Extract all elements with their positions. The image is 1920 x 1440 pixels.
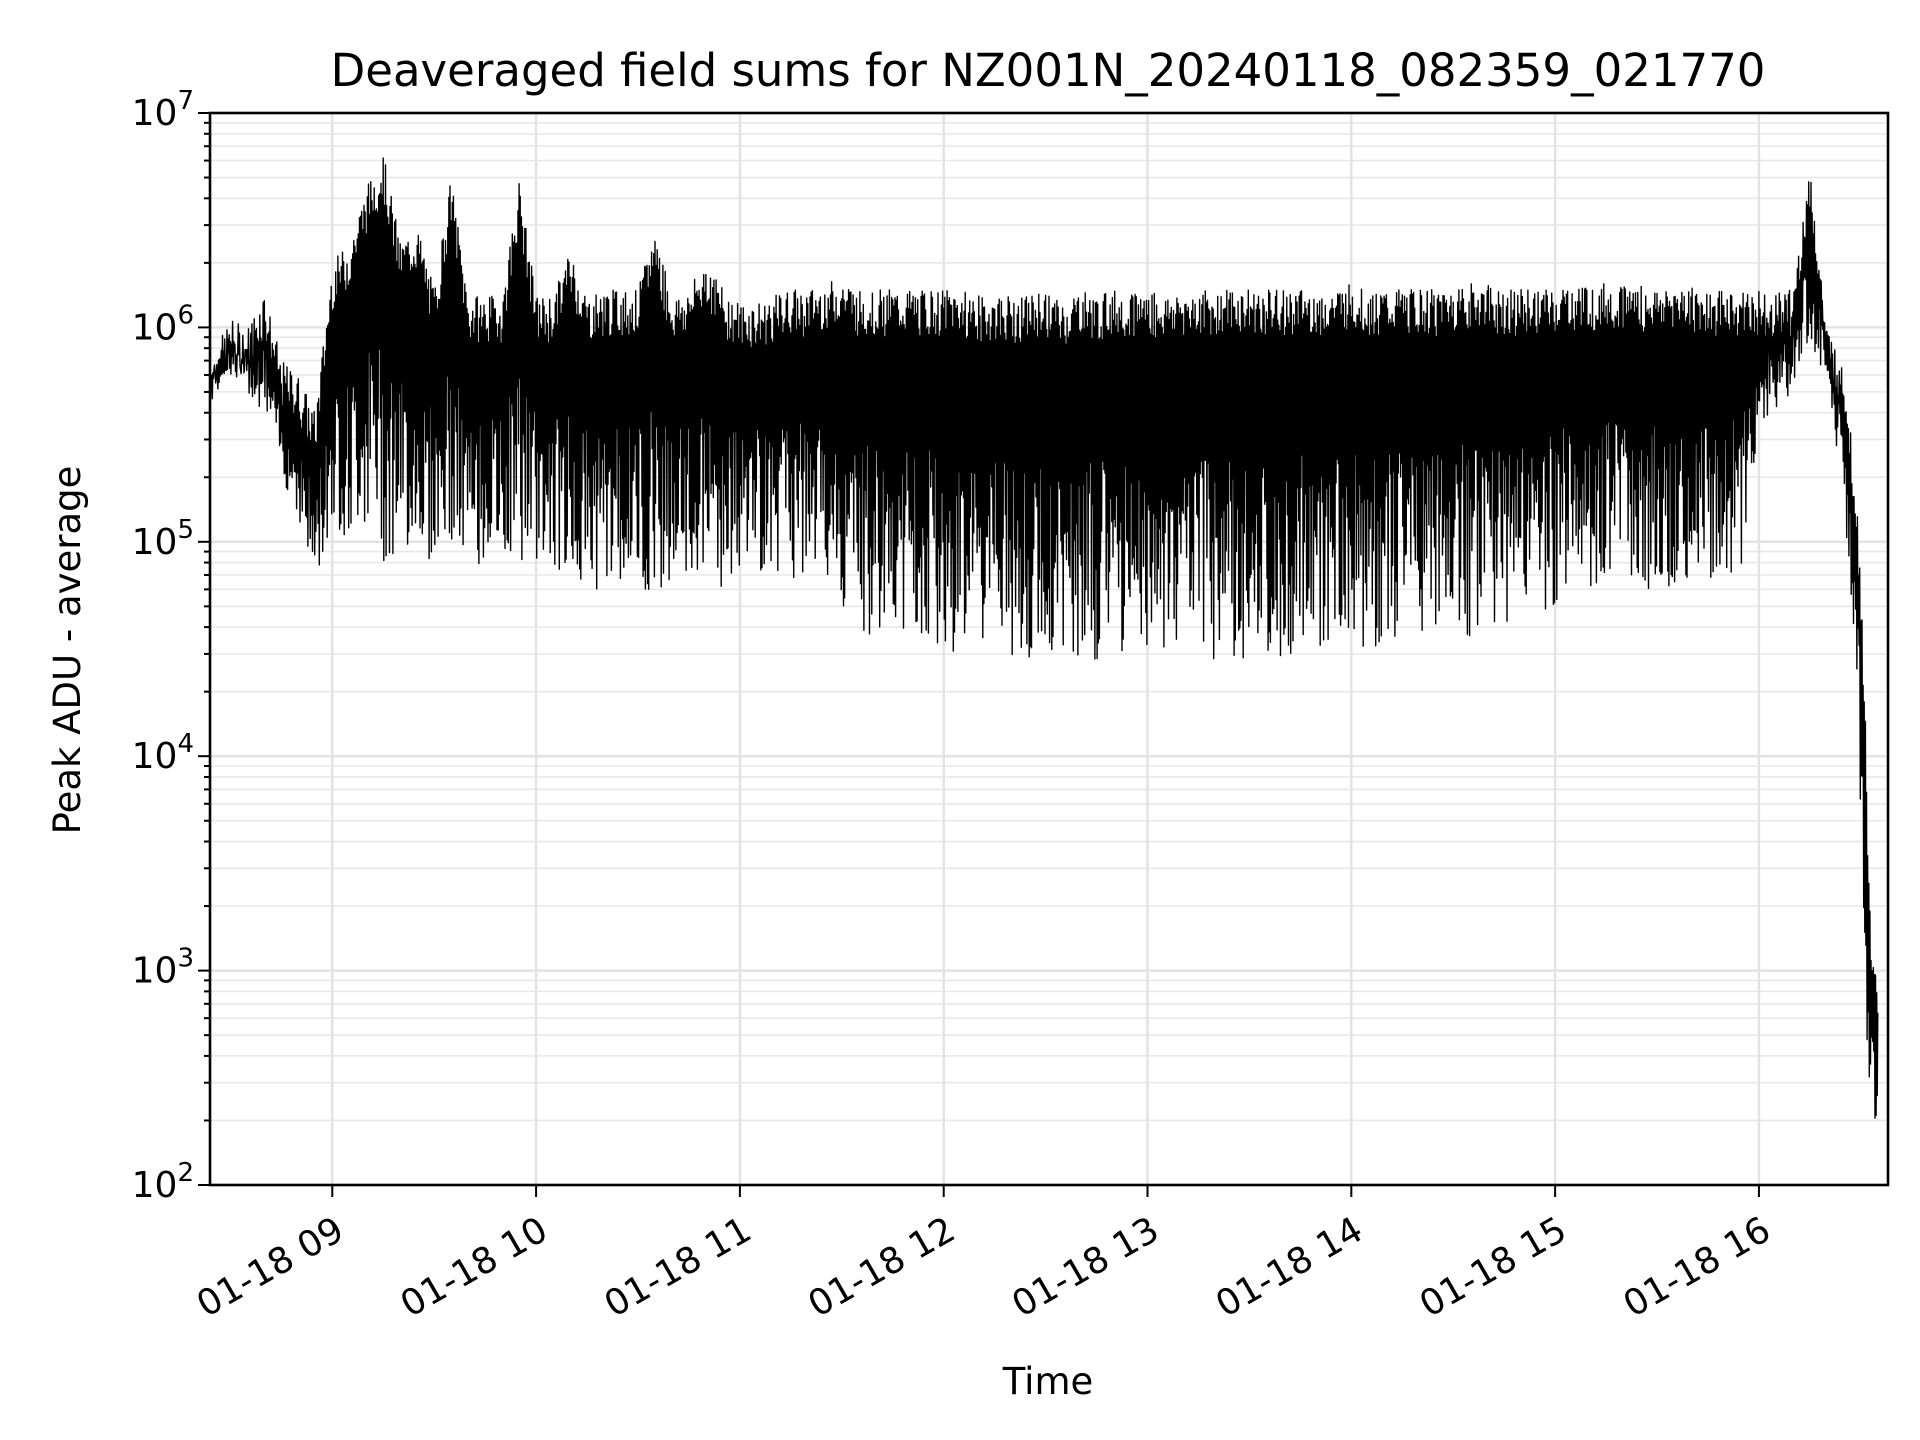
y-tick-label: 107	[132, 86, 194, 134]
y-tick-label: 103	[132, 944, 194, 992]
series-line	[210, 158, 1878, 1118]
series-layer	[210, 158, 1878, 1118]
chart-title: Deaveraged field sums for NZ001N_2024011…	[331, 44, 1766, 97]
x-tick-label: 01-18 14	[1209, 1209, 1370, 1325]
x-tick-label: 01-18 15	[1413, 1209, 1574, 1325]
x-tick-label: 01-18 10	[394, 1209, 555, 1325]
x-tick-label: 01-18 16	[1617, 1209, 1778, 1325]
y-axis-label: Peak ADU - average	[46, 466, 89, 835]
x-tick-label: 01-18 13	[1005, 1209, 1166, 1325]
x-tick-label: 01-18 09	[190, 1209, 351, 1325]
x-tick-label: 01-18 11	[598, 1209, 759, 1325]
x-tick-label: 01-18 12	[802, 1209, 963, 1325]
y-tick-label: 102	[132, 1158, 194, 1206]
y-tick-label: 106	[132, 300, 194, 348]
y-tick-label: 105	[132, 515, 194, 563]
x-axis-label: Time	[1002, 1360, 1094, 1403]
y-tick-label: 104	[132, 729, 194, 777]
